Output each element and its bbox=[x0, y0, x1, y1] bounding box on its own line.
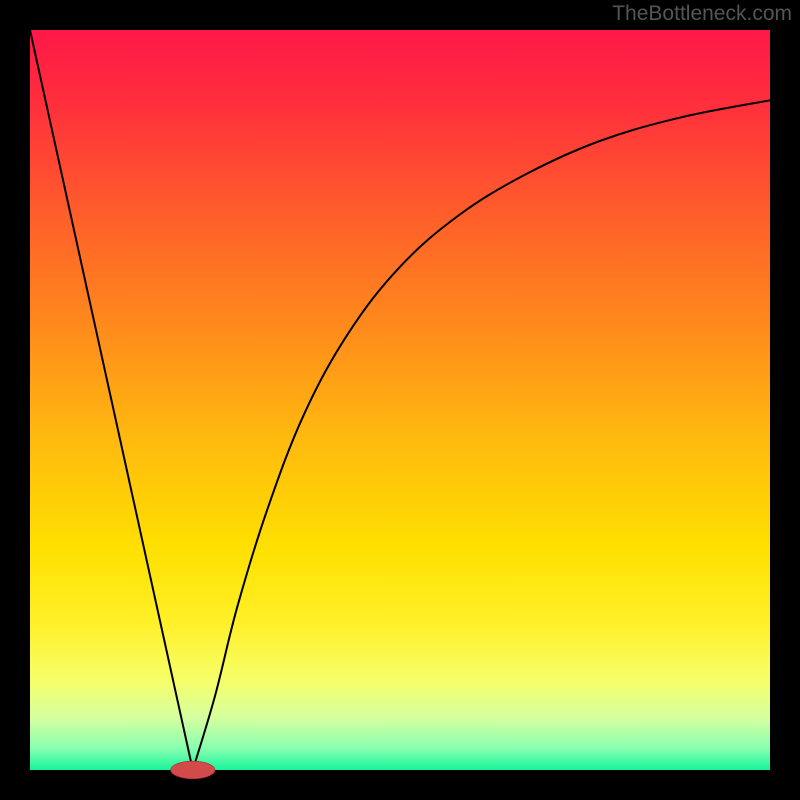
bottleneck-chart bbox=[0, 0, 800, 800]
vertex-marker bbox=[171, 761, 215, 779]
plot-gradient-rect bbox=[30, 30, 770, 770]
chart-container: TheBottleneck.com bbox=[0, 0, 800, 800]
